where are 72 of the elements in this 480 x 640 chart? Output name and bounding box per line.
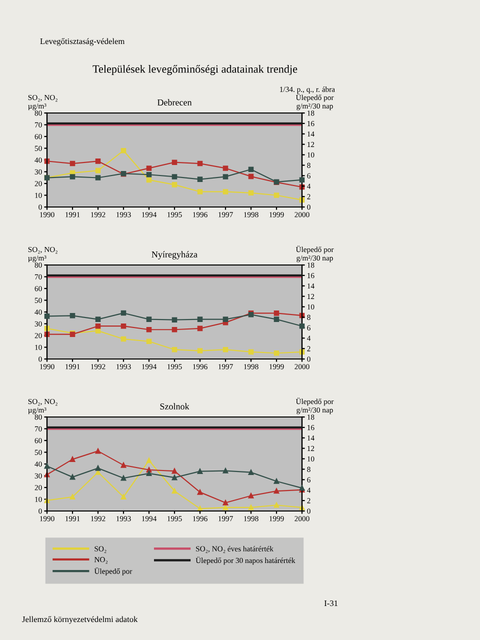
point bbox=[222, 504, 228, 510]
point bbox=[120, 148, 126, 154]
point bbox=[274, 502, 280, 508]
point bbox=[120, 310, 126, 316]
point bbox=[222, 166, 228, 171]
point bbox=[95, 158, 101, 164]
point bbox=[197, 160, 203, 166]
point bbox=[146, 316, 152, 322]
point bbox=[222, 174, 228, 180]
point bbox=[222, 316, 228, 322]
point bbox=[146, 467, 152, 473]
point bbox=[120, 336, 126, 342]
text: Levegőtisztaság-védelem bbox=[40, 38, 125, 46]
point bbox=[274, 350, 280, 356]
point bbox=[146, 172, 152, 178]
point bbox=[44, 463, 50, 469]
point bbox=[95, 175, 101, 180]
point bbox=[299, 177, 305, 182]
point bbox=[146, 326, 152, 332]
point bbox=[299, 323, 305, 329]
point bbox=[248, 190, 254, 196]
point bbox=[95, 448, 101, 454]
point bbox=[70, 494, 76, 500]
point bbox=[274, 192, 280, 198]
point bbox=[222, 346, 228, 352]
chart-title: Debrecen bbox=[157, 99, 192, 106]
point bbox=[197, 326, 203, 332]
point bbox=[248, 166, 254, 172]
point bbox=[248, 174, 254, 180]
point bbox=[172, 160, 178, 165]
point bbox=[172, 174, 178, 180]
point bbox=[70, 160, 76, 166]
point bbox=[95, 316, 101, 322]
point bbox=[197, 189, 203, 194]
point bbox=[248, 504, 254, 510]
point bbox=[70, 313, 76, 318]
point bbox=[95, 323, 101, 329]
point bbox=[172, 326, 178, 332]
point bbox=[274, 316, 280, 322]
point bbox=[146, 470, 152, 476]
text: I-31 bbox=[324, 600, 338, 606]
point bbox=[172, 317, 178, 322]
text: Települések levegőminőségi adatainak trendje bbox=[92, 64, 298, 76]
point bbox=[197, 468, 203, 474]
point bbox=[248, 349, 254, 355]
point bbox=[172, 468, 178, 474]
point bbox=[120, 323, 126, 329]
point bbox=[197, 348, 203, 354]
point bbox=[172, 488, 178, 494]
point bbox=[274, 488, 280, 494]
point bbox=[146, 458, 152, 464]
point bbox=[248, 470, 254, 475]
point bbox=[120, 494, 126, 500]
point bbox=[70, 174, 76, 180]
point bbox=[70, 474, 76, 480]
point bbox=[197, 176, 203, 182]
point bbox=[172, 182, 178, 188]
point bbox=[172, 474, 178, 480]
chart-title: Nyíregyháza bbox=[152, 251, 198, 260]
point bbox=[120, 475, 126, 481]
point bbox=[146, 166, 152, 171]
point bbox=[146, 177, 152, 183]
point bbox=[95, 328, 101, 334]
chart-title: Szolnok bbox=[160, 403, 190, 410]
point bbox=[95, 168, 101, 174]
point bbox=[197, 316, 203, 322]
text: Jellemző környezetvédelmi adatok bbox=[22, 616, 138, 624]
point bbox=[274, 310, 280, 316]
point bbox=[172, 346, 178, 352]
point bbox=[44, 314, 50, 319]
point bbox=[222, 189, 228, 194]
point bbox=[146, 338, 152, 344]
